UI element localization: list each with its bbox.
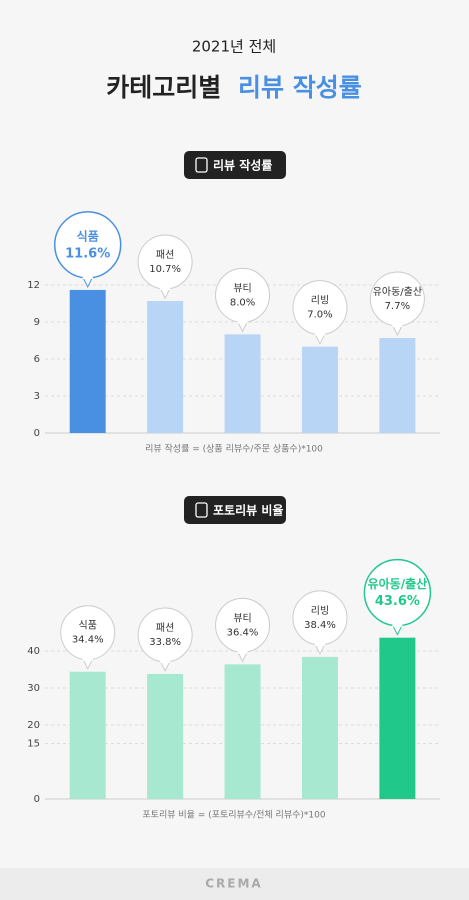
- bubble-joint: [392, 322, 403, 328]
- bar: [224, 664, 261, 799]
- bubble-joint: [237, 318, 248, 324]
- bubble-category: 뷰티: [233, 612, 251, 624]
- bar: [147, 301, 184, 433]
- bar: [379, 637, 416, 799]
- bubble-category: 유아동/출산: [368, 576, 428, 591]
- formula-note: 리뷰 작성률 = (상품 리뷰수/주문 상품수)*100: [145, 444, 323, 455]
- bar: [301, 346, 338, 433]
- y-tick-label: 3: [34, 391, 40, 402]
- value-label: 7.0%: [307, 310, 332, 321]
- value-label: 38.4%: [304, 620, 336, 631]
- bubble-joint: [314, 640, 325, 646]
- value-label: 10.7%: [149, 264, 181, 275]
- bar: [69, 671, 106, 799]
- bubble: [53, 211, 122, 279]
- value-label: 43.6%: [375, 594, 420, 609]
- bubble-joint: [314, 330, 325, 336]
- bubble-category: 리빙: [311, 605, 329, 617]
- bar: [301, 656, 338, 799]
- bubble: [137, 234, 193, 290]
- footer-band: [0, 868, 469, 900]
- bubble-joint: [160, 657, 171, 663]
- section-title: 포토리뷰 비율: [213, 503, 283, 518]
- y-tick-label: 12: [27, 280, 40, 291]
- y-tick-label: 40: [27, 646, 40, 657]
- bubble-joint: [82, 655, 93, 661]
- bubble: [369, 271, 425, 327]
- bubble-category: 뷰티: [233, 282, 251, 294]
- bubble: [215, 267, 271, 323]
- bubble-category: 식품: [79, 620, 97, 632]
- section-pill: [184, 151, 286, 179]
- bubble: [137, 607, 193, 663]
- title-main: 카테고리별: [106, 73, 221, 102]
- y-tick-label: 0: [34, 794, 40, 805]
- value-label: 34.4%: [72, 635, 104, 646]
- y-tick-label: 0: [34, 428, 40, 439]
- bubble-joint: [82, 273, 93, 279]
- bubble-category: 패션: [156, 622, 174, 634]
- y-tick-label: 6: [34, 354, 40, 365]
- bubble-category: 리빙: [311, 295, 329, 307]
- bubble: [292, 590, 348, 646]
- bubble-joint: [392, 621, 403, 627]
- value-label: 7.7%: [385, 301, 410, 312]
- title: 카테고리별 리뷰 작성률: [106, 73, 361, 102]
- bubble-joint: [160, 285, 171, 291]
- bubble-category: 유아동/출산: [373, 286, 422, 298]
- bubble-category: 패션: [156, 249, 174, 261]
- pill-icon: [195, 157, 208, 173]
- value-label: 11.6%: [65, 246, 110, 261]
- bubble: [292, 280, 348, 336]
- value-label: 8.0%: [230, 297, 255, 308]
- bubble-joint: [237, 648, 248, 654]
- value-label: 33.8%: [149, 637, 181, 648]
- section-title: 리뷰 작성률: [213, 158, 272, 173]
- bubble: [363, 558, 432, 627]
- value-label: 36.4%: [227, 627, 259, 638]
- bubble: [60, 605, 116, 661]
- formula-note: 포토리뷰 비율 = (포토리뷰수/전체 리뷰수)*100: [142, 810, 325, 821]
- section-pill: [184, 496, 286, 524]
- bar: [379, 338, 416, 433]
- bar: [147, 673, 184, 799]
- y-tick-label: 15: [27, 739, 40, 750]
- bar: [224, 334, 261, 433]
- bar: [69, 289, 106, 433]
- y-tick-label: 9: [34, 317, 40, 328]
- y-tick-label: 30: [27, 683, 40, 694]
- footer-logo: CREMA: [205, 877, 262, 891]
- title-accent: 리뷰 작성률: [238, 73, 362, 102]
- bubble-category: 식품: [77, 228, 99, 243]
- pill-icon: [195, 502, 208, 518]
- subtitle: 2021년 전체: [192, 38, 276, 56]
- y-tick-label: 20: [27, 720, 40, 731]
- bubble: [215, 597, 271, 653]
